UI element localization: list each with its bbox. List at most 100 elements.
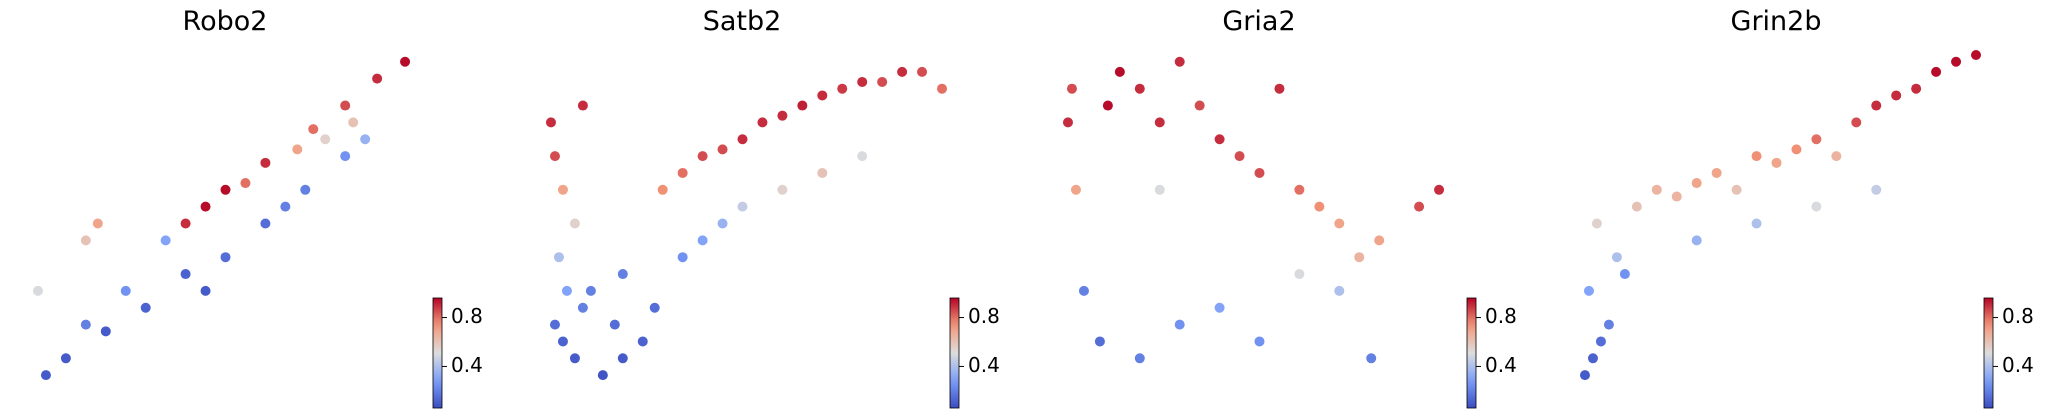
point <box>1791 144 1802 155</box>
point <box>549 151 560 162</box>
panel: Robo2 0.4 0.8 <box>32 6 483 409</box>
point <box>1871 100 1882 111</box>
point <box>597 370 608 381</box>
point <box>637 336 648 347</box>
point <box>553 252 564 263</box>
point <box>697 235 708 246</box>
point <box>220 184 231 195</box>
point <box>1134 353 1145 364</box>
point <box>348 117 359 128</box>
panel-title: Grin2b <box>1731 6 1822 37</box>
point <box>120 285 131 296</box>
point <box>1891 90 1902 101</box>
point <box>617 269 628 280</box>
point <box>549 319 560 330</box>
point <box>1194 100 1205 111</box>
point <box>1274 83 1285 94</box>
point <box>577 100 588 111</box>
point <box>32 285 43 296</box>
colorbar-tick-label: 0.4 <box>2002 353 2034 377</box>
point <box>857 151 868 162</box>
point <box>1062 117 1073 128</box>
point <box>697 151 708 162</box>
point <box>777 110 788 121</box>
point <box>140 302 151 313</box>
point <box>1314 201 1325 212</box>
point <box>1374 235 1385 246</box>
point <box>1414 201 1425 212</box>
point <box>1831 151 1842 162</box>
colorbar-tick-label: 0.4 <box>1485 353 1517 377</box>
point <box>585 285 596 296</box>
point <box>260 157 271 168</box>
point <box>577 302 588 313</box>
point <box>817 90 828 101</box>
point <box>180 269 191 280</box>
point <box>1134 83 1145 94</box>
point <box>1214 302 1225 313</box>
point <box>1579 370 1590 381</box>
point <box>569 218 580 229</box>
point <box>877 76 888 87</box>
point <box>1294 269 1305 280</box>
point <box>557 184 568 195</box>
point <box>1094 336 1105 347</box>
point <box>1603 319 1614 330</box>
point <box>220 252 231 263</box>
point <box>1771 157 1782 168</box>
colorbar <box>1466 297 1477 409</box>
point <box>160 235 171 246</box>
point <box>320 134 331 145</box>
point <box>340 151 351 162</box>
point <box>372 73 383 84</box>
point <box>545 117 556 128</box>
point <box>557 336 568 347</box>
point <box>1971 50 1981 60</box>
point <box>308 124 319 135</box>
point <box>1651 184 1662 195</box>
point <box>1591 218 1602 229</box>
point <box>677 252 688 263</box>
panel-title: Gria2 <box>1222 6 1295 37</box>
point <box>60 353 71 364</box>
point <box>1691 235 1702 246</box>
point <box>777 184 788 195</box>
colorbar-tick-label: 0.8 <box>2002 304 2034 328</box>
point <box>1354 252 1365 263</box>
point <box>1611 252 1622 263</box>
colorbar-tick-label: 0.4 <box>968 353 1000 377</box>
point <box>1631 201 1642 212</box>
point <box>80 319 91 330</box>
point <box>1434 184 1445 195</box>
point <box>360 134 371 145</box>
point <box>737 201 748 212</box>
point <box>40 370 51 381</box>
colorbar <box>432 297 443 409</box>
point <box>1366 353 1377 364</box>
point <box>657 184 668 195</box>
point <box>857 76 868 87</box>
colorbar <box>1983 297 1994 409</box>
point <box>1174 56 1185 67</box>
point <box>1066 83 1077 94</box>
point <box>817 167 828 178</box>
point <box>1731 184 1742 195</box>
point <box>1587 353 1598 364</box>
point <box>1751 151 1762 162</box>
point <box>292 144 303 155</box>
point <box>1931 66 1942 77</box>
point <box>1595 336 1606 347</box>
point <box>1154 117 1165 128</box>
point <box>100 326 111 337</box>
point <box>200 285 211 296</box>
point <box>917 66 928 77</box>
point <box>400 56 411 67</box>
colorbar <box>949 297 960 409</box>
panel-title: Satb2 <box>703 6 782 37</box>
colorbar-tick-label: 0.8 <box>451 304 483 328</box>
point <box>617 353 628 364</box>
point <box>1691 178 1702 189</box>
point <box>1174 319 1185 330</box>
